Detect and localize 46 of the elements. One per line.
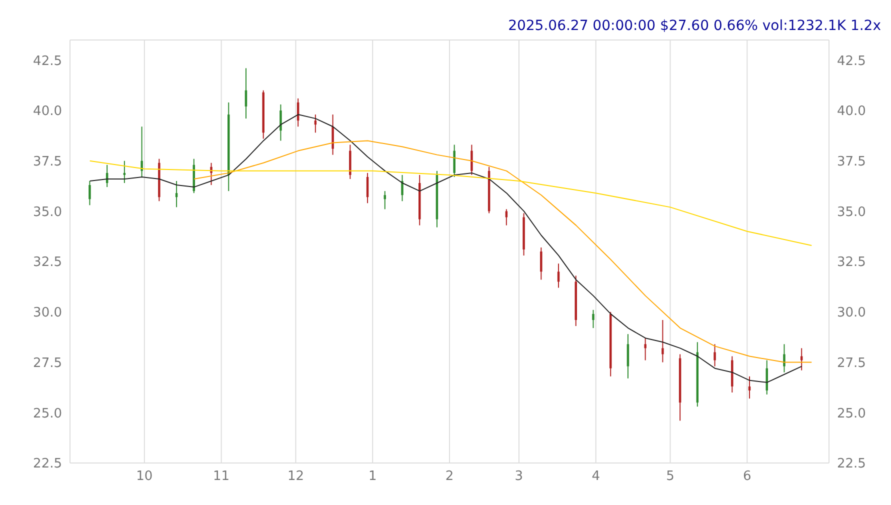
x-tick-label: 5 — [666, 469, 674, 484]
y2-tick-label: 30.0 — [837, 306, 866, 321]
y-tick-label: 32.5 — [33, 255, 62, 270]
y-tick-label: 22.5 — [33, 456, 62, 472]
candlestick — [453, 144, 456, 178]
y2-tick-label: 27.5 — [837, 356, 866, 371]
y2-tick-label: 32.5 — [837, 255, 866, 270]
x-tick-label: 12 — [287, 469, 304, 484]
y-tick-label: 40.0 — [33, 104, 62, 120]
candlestick — [140, 126, 143, 178]
x-tick-label: 4 — [592, 469, 600, 484]
y-tick-label: 35.0 — [33, 204, 62, 220]
candlestick — [800, 348, 803, 371]
y-tick-label: 30.0 — [33, 306, 62, 321]
x-tick-label: 10 — [136, 469, 153, 484]
x-tick-label: 3 — [514, 469, 524, 484]
candlestick — [505, 208, 508, 226]
y2-tick-label: 40.0 — [837, 104, 866, 120]
x-tick-label: 6 — [743, 469, 752, 484]
candlestick — [540, 246, 542, 280]
y2-tick-label: 25.0 — [837, 406, 866, 422]
candlestick — [644, 338, 646, 361]
y-tick-label: 42.5 — [33, 54, 62, 69]
candlestick — [88, 180, 91, 206]
y2-tick-label: 35.0 — [837, 204, 866, 220]
candlestick — [280, 104, 282, 142]
y2-tick-label: 37.5 — [837, 154, 866, 170]
y-tick-label: 37.5 — [33, 154, 62, 170]
x-tick-label: 11 — [213, 469, 230, 484]
candlestick — [332, 114, 334, 156]
y-tick-label: 27.5 — [33, 356, 62, 371]
candlestick — [783, 344, 786, 373]
y2-tick-label: 42.5 — [837, 54, 866, 69]
y2-tick-label: 22.5 — [837, 456, 866, 472]
candlestick — [470, 144, 473, 176]
candlestick — [626, 334, 630, 379]
x-tick-label: 2 — [445, 469, 454, 484]
candlestick — [401, 174, 404, 202]
chart-title: 2025.06.27 00:00:00 $27.60 0.66% vol:1232.1K 1.2x — [508, 18, 881, 34]
candlestick — [210, 162, 212, 186]
candlestick — [714, 344, 716, 367]
line-series — [89, 160, 812, 246]
candlestick — [662, 319, 664, 363]
y-tick-label: 25.0 — [33, 406, 62, 422]
x-tick-label: 1 — [368, 469, 377, 484]
candlestick — [592, 309, 594, 329]
